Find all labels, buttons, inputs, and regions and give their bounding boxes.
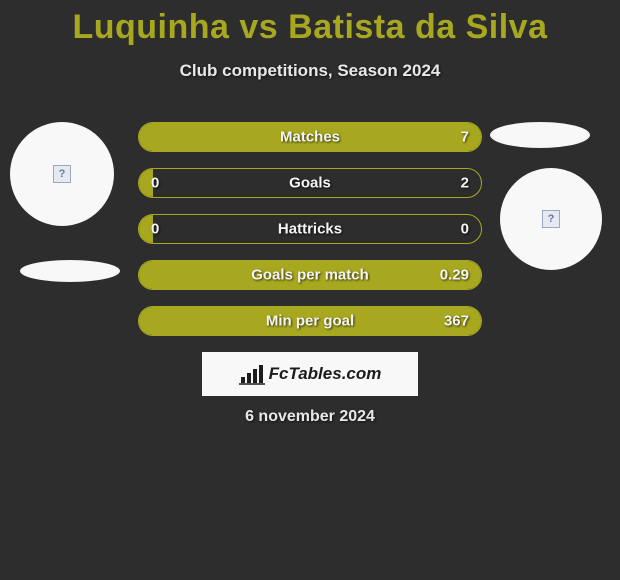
stat-value-left: 0 xyxy=(151,221,159,238)
player-right-avatar-wrap: ? xyxy=(500,168,602,270)
image-placeholder-icon: ? xyxy=(542,210,560,228)
avatar-shadow-left xyxy=(20,260,120,282)
stat-value-right: 367 xyxy=(444,313,469,330)
stat-label: Goals per match xyxy=(251,267,369,284)
player-right-avatar: ? xyxy=(500,168,602,270)
player-left-avatar: ? xyxy=(10,122,114,226)
stat-label: Min per goal xyxy=(266,313,354,330)
stat-row: 0 Goals 2 xyxy=(138,168,482,198)
stats-container: Matches 7 0 Goals 2 0 Hattricks 0 Goals per matc… xyxy=(138,122,482,352)
stat-label: Hattricks xyxy=(278,221,342,238)
stat-row: 0 Hattricks 0 xyxy=(138,214,482,244)
stat-value-right: 7 xyxy=(461,129,469,146)
stat-label: Goals xyxy=(289,175,331,192)
footer-date: 6 november 2024 xyxy=(245,408,375,426)
stat-value-right: 0 xyxy=(461,221,469,238)
stat-value-right: 2 xyxy=(461,175,469,192)
page-subtitle: Club competitions, Season 2024 xyxy=(0,61,620,81)
branding-text: FcTables.com xyxy=(269,364,382,384)
stat-row: Matches 7 xyxy=(138,122,482,152)
avatar-shadow-right xyxy=(490,122,590,148)
stat-value-left: 0 xyxy=(151,175,159,192)
stat-value-right: 0.29 xyxy=(440,267,469,284)
player-left-avatar-wrap: ? xyxy=(10,122,114,226)
stat-row: Min per goal 367 xyxy=(138,306,482,336)
bar-chart-icon xyxy=(239,363,265,385)
image-placeholder-icon: ? xyxy=(53,165,71,183)
page-title: Luquinha vs Batista da Silva xyxy=(0,0,620,47)
branding-badge: FcTables.com xyxy=(202,352,418,396)
stat-label: Matches xyxy=(280,129,340,146)
stat-row: Goals per match 0.29 xyxy=(138,260,482,290)
